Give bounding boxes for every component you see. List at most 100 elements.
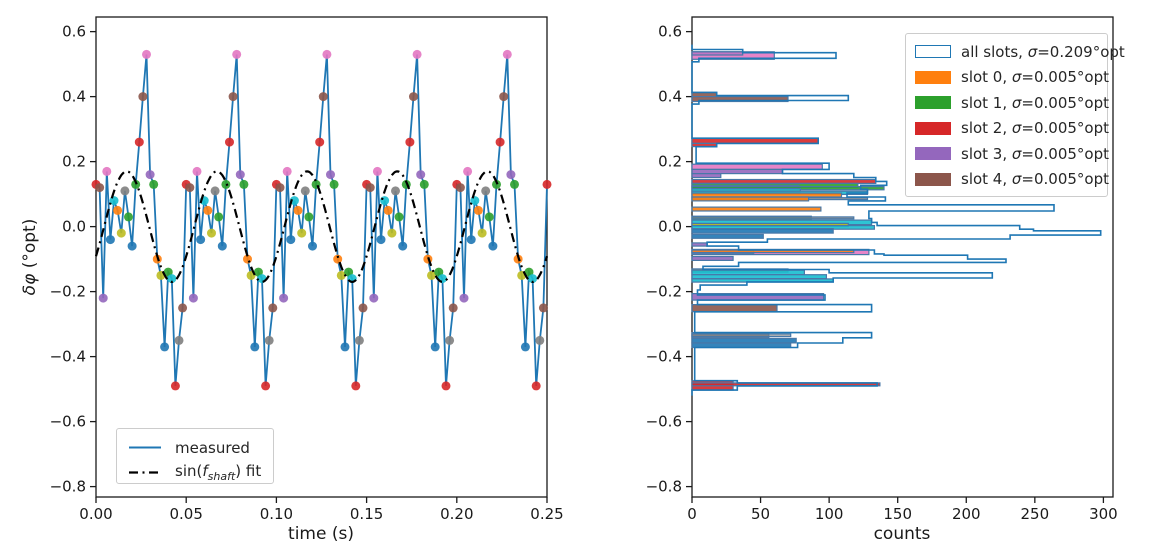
ylabel-symbol: δφ — [20, 273, 40, 296]
slot-hist-bar — [691, 242, 708, 247]
legend-item-fit: sin(fshaft) fit — [127, 460, 263, 485]
right-plot-x-tick-label: 200 — [952, 505, 981, 523]
right-plot-x-tick-label: 0 — [687, 505, 697, 523]
measured-marker — [419, 179, 429, 189]
measured-marker — [470, 196, 480, 206]
measured-marker — [405, 137, 415, 147]
fit-label-var: f — [202, 462, 208, 480]
slot-hist-bar — [691, 274, 827, 280]
left-plot-y-tick-label: 0.6 — [62, 23, 86, 41]
measured-marker — [286, 235, 296, 245]
measured-marker — [142, 49, 151, 59]
measured-marker — [174, 335, 184, 345]
measured-marker — [354, 335, 364, 345]
measured-marker — [531, 381, 541, 391]
measured-marker — [322, 49, 332, 59]
measured-marker — [214, 212, 224, 222]
measured-marker — [188, 293, 198, 303]
measured-marker — [185, 183, 195, 193]
measured-marker — [124, 212, 133, 222]
measured-marker — [473, 205, 483, 215]
left-plot-frame — [95, 16, 548, 498]
measured-marker — [351, 381, 361, 391]
measured-marker — [210, 186, 220, 196]
slot-hist-bar — [691, 228, 834, 234]
legend-item-slot-4: slot 4, σ=0.005°opt — [915, 167, 1109, 193]
measured-marker — [484, 212, 494, 222]
left-plot-y-tick-label: 0.0 — [62, 218, 86, 236]
measured-marker — [261, 381, 271, 391]
legend-label-slot-3: slot 3, σ=0.005°opt — [961, 144, 1109, 163]
right-plot-y-tick-label: 0.2 — [658, 153, 682, 171]
measured-marker — [398, 241, 408, 251]
measured-marker — [376, 235, 386, 245]
slot-4-swatch-icon — [915, 172, 951, 186]
slot-hist-bar — [691, 206, 822, 212]
measured-marker — [448, 303, 458, 313]
slot-hist-bar — [691, 168, 784, 175]
measured-marker — [304, 212, 314, 222]
right-plot-y-tick-label: −0.8 — [646, 478, 682, 496]
right-x-axis-label: counts — [873, 524, 931, 544]
legend-label-fit: sin(fshaft) fit — [175, 462, 261, 483]
slot-hist-bar — [691, 173, 722, 179]
measured-marker — [264, 335, 274, 345]
left-plot-x-tick-label: 0.25 — [530, 505, 563, 523]
sine-fit-line — [94, 170, 549, 284]
measured-marker — [538, 303, 548, 313]
right-plot-y-tick-label: −0.4 — [646, 348, 682, 366]
measured-marker — [160, 342, 170, 352]
slot-hist-bar — [691, 51, 744, 56]
measured-marker — [282, 166, 292, 176]
legend-label-slot-2: slot 2, σ=0.005°opt — [961, 119, 1109, 138]
measured-marker — [394, 212, 404, 222]
measured-marker — [542, 179, 552, 189]
measured-marker — [463, 166, 473, 176]
measured-marker — [127, 241, 137, 251]
measured-marker — [167, 274, 177, 284]
left-y-axis-label: δφ (°opt) — [20, 219, 40, 296]
measured-marker — [279, 293, 289, 303]
right-plot-x-tick-label: 250 — [1021, 505, 1050, 523]
slot-hist-bar — [691, 304, 778, 313]
slot-hist-bar — [691, 216, 855, 220]
measured-marker — [178, 303, 188, 313]
measured-marker — [308, 241, 317, 251]
measured-marker — [383, 205, 393, 215]
measured-marker — [445, 335, 455, 345]
measured-marker — [336, 270, 346, 280]
measured-marker — [409, 92, 418, 102]
measured-marker — [329, 179, 339, 189]
measured-marker — [102, 166, 112, 176]
left-plot-x-tick-label: 0.15 — [350, 505, 383, 523]
measured-marker — [116, 228, 126, 238]
measured-marker — [105, 235, 115, 245]
measured-marker — [98, 293, 108, 303]
left-plot-x-tick-label: 0.10 — [260, 505, 293, 523]
measured-marker — [109, 196, 119, 206]
measured-marker — [225, 137, 234, 147]
measured-marker — [477, 228, 487, 238]
measured-marker — [217, 241, 227, 251]
right-legend: all slots, σ=0.209°opt slot 0, σ=0.005°o… — [905, 33, 1125, 197]
measured-marker — [427, 270, 436, 280]
measured-marker — [134, 137, 144, 147]
all-slots-outline — [691, 44, 1102, 396]
right-plot-y-tick-label: 0.6 — [658, 23, 682, 41]
measured-marker — [365, 183, 375, 193]
slot-hist-bar — [691, 233, 764, 239]
left-plot-y-tick-label: 0.4 — [62, 88, 86, 106]
measured-marker — [293, 205, 303, 215]
measured-marker — [326, 170, 335, 180]
slot-hist-bar — [691, 269, 806, 276]
all-slots-swatch-icon — [915, 45, 951, 59]
right-plot-x-tick-label: 50 — [751, 505, 770, 523]
measured-marker — [506, 170, 516, 180]
left-plot-y-tick-label: −0.2 — [50, 283, 86, 301]
measured-marker — [300, 186, 310, 196]
measured-marker — [488, 241, 498, 251]
slot-hist-bar — [691, 337, 797, 344]
right-plot-y-tick-label: −0.2 — [646, 283, 682, 301]
measured-marker — [232, 49, 242, 59]
